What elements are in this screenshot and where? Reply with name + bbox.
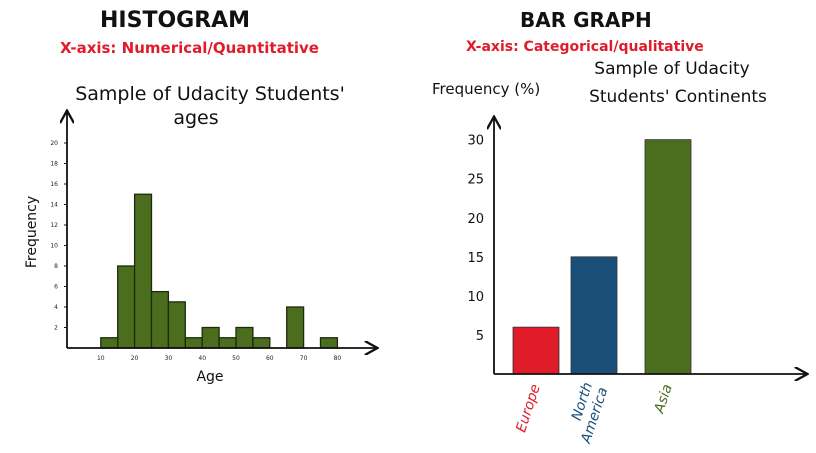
histogram-bar [319,337,339,349]
bargraph-bar [512,326,560,375]
histogram-bar [167,301,186,349]
bargraph-subheading: X-axis: Categorical/qualitative [466,39,704,55]
histogram-x-tick: 70 [300,355,308,362]
histogram-x-label: Age [196,369,223,385]
bargraph-heading: BAR GRAPH [520,8,652,32]
bargraph-category-label: Europe [513,382,544,434]
bargraph-y-tick: 15 [467,251,484,266]
bargraph-bar [570,256,618,375]
histogram-y-tick: 10 [50,243,58,250]
histogram-y-label: Frequency [24,196,40,268]
histogram-bar [201,326,220,349]
histogram-bar [150,290,170,349]
histogram-y-tick: 18 [50,161,58,168]
histogram-x-tick: 50 [232,355,240,362]
bargraph-y-tick: 20 [467,212,484,227]
bargraph-y-label: Frequency (%) [432,80,540,98]
histogram-title: Sample of Udacity Students' ages [75,83,345,129]
histogram-y-tick: 20 [50,140,58,147]
histogram-bar [286,306,305,349]
bargraph-title: Sample of Udacity Students' Continents [589,59,767,107]
histogram-x-tick: 60 [266,355,274,362]
histogram-bar [117,265,136,349]
histogram-y-tick: 6 [54,284,58,291]
bargraph-y-tick: 5 [476,329,484,344]
histogram-x-tick: 10 [97,355,105,362]
histogram-heading: HISTOGRAM [100,8,250,33]
bargraph-y-tick: 10 [467,290,484,305]
histogram-y-tick: 14 [50,202,58,209]
histogram-x-tick: 20 [131,355,139,362]
bargraph-bar [644,139,692,375]
histogram-bar [133,193,153,349]
histogram-chart: 10 20 30 40 50 60 70 80 2 4 6 8 10 12 14 16 18 20 [50,140,341,362]
histogram-bar [252,337,271,349]
histogram-x-tick: 40 [198,355,206,362]
bargraph-chart: 5 10 15 20 25 30 Europe NorthAmerica Asia [467,134,692,446]
bargraph-category-label: NorthAmerica [563,380,612,446]
histogram-y-tick: 8 [54,263,58,270]
histogram-y-tick: 16 [50,181,58,188]
histogram-y-tick: 4 [54,304,58,311]
histogram-subheading: X-axis: Numerical/Quantitative [60,39,319,57]
histogram-y-tick: 2 [54,325,58,332]
histogram-bar [218,337,237,349]
histogram-y-tick: 12 [50,222,58,229]
histogram-x-tick: 80 [334,355,342,362]
histogram-bar [100,337,119,349]
histogram-x-tick: 30 [165,355,173,362]
bargraph-y-tick: 25 [467,173,484,188]
histogram-bar [184,337,203,349]
histogram-bar [235,326,254,349]
bargraph-y-tick: 30 [467,134,484,149]
bargraph-category-label: Asia [651,382,676,416]
